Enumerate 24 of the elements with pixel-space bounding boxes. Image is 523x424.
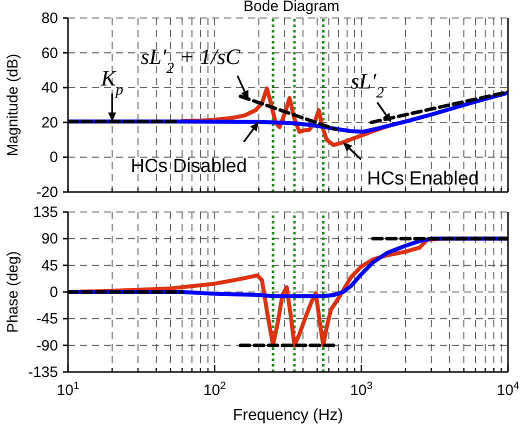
y-tick-label: 0 [50, 149, 58, 166]
series-label: HCs Disabled [130, 156, 247, 177]
y-axis-title: Phase (deg) [4, 251, 22, 333]
y-tick-label: 135 [32, 204, 58, 221]
y-tick-label: 40 [41, 80, 58, 97]
y-tick-label: 80 [41, 10, 58, 27]
y-tick-label: 20 [41, 114, 58, 132]
y-tick-label: -20 [36, 184, 58, 201]
y-tick-label: 60 [41, 44, 58, 62]
x-tick-label: 10$^{1}$ [56, 380, 80, 399]
x-tick-label: 10$^{3}$ [350, 380, 373, 399]
y-tick-label: -90 [36, 337, 58, 354]
x-tick-label: 10$^{4}$ [496, 380, 520, 399]
x-tick-label: 10$^{2}$ [203, 380, 226, 399]
y-tick-label: -45 [36, 310, 58, 328]
chart-title: Bode Diagram [242, 0, 340, 15]
annotation: sL′$_{2}$ [350, 68, 384, 101]
y-tick-label: 0 [50, 284, 58, 301]
x-axis-title: Frequency (Hz) [232, 407, 344, 424]
y-tick-label: 45 [41, 257, 58, 274]
y-tick-label: 90 [41, 230, 58, 248]
series-label: HCs Enabled [367, 168, 479, 190]
y-tick-label: -135 [28, 364, 58, 381]
y-axis-title: Magnitude (dB) [4, 54, 22, 156]
